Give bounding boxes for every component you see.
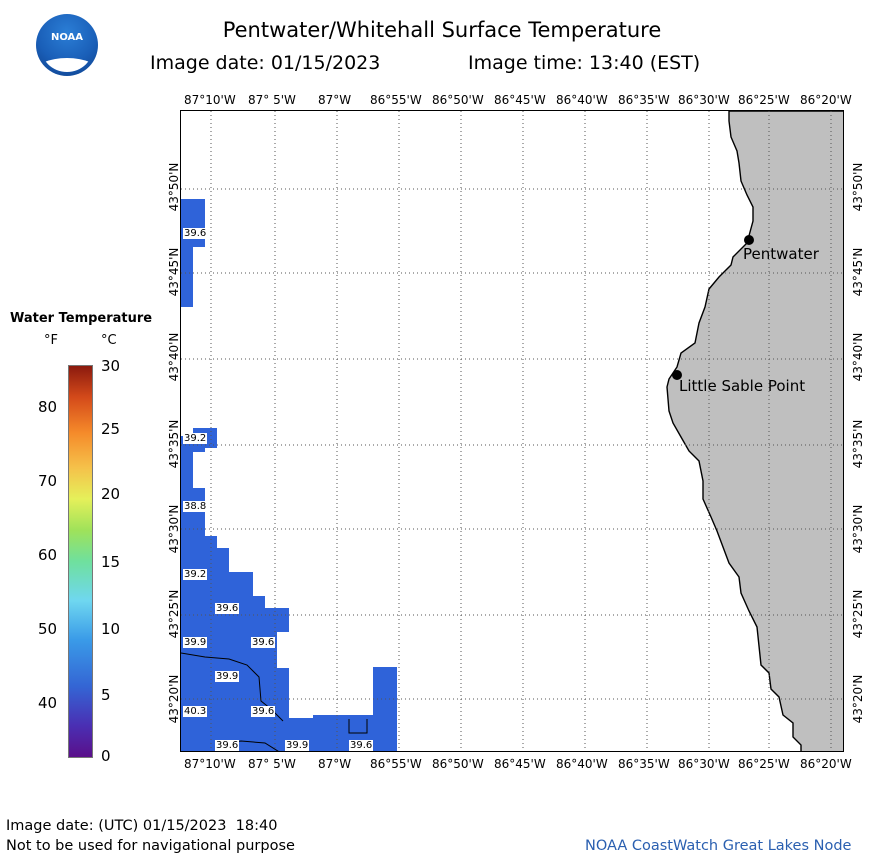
temp-label: 38.8: [183, 501, 208, 512]
temp-label: 39.6: [251, 637, 276, 648]
lat-label-left: 43°30'N: [167, 504, 181, 554]
lat-label-left: 43°25'N: [167, 589, 181, 639]
legend-c-tick: 30: [101, 357, 121, 375]
temp-label: 39.9: [285, 740, 310, 751]
graticule: [181, 111, 843, 751]
temp-label: 39.6: [215, 603, 240, 614]
legend-c-tick: 25: [101, 420, 121, 438]
little-sable-point-label: Little Sable Point: [679, 377, 806, 395]
lon-label-bottom: 86°40'W: [556, 757, 608, 771]
lat-label-right: 43°40'N: [851, 332, 865, 382]
lon-label-bottom: 87°10'W: [184, 757, 236, 771]
disclaimer: Not to be used for navigational purpose: [6, 838, 295, 854]
temp-label: 39.2: [183, 569, 208, 580]
legend-c-tick: 15: [101, 553, 121, 571]
temp-label: 39.2: [183, 433, 208, 444]
color-scale-bar: [68, 365, 93, 758]
lat-label-right: 43°25'N: [851, 589, 865, 639]
lon-label-bottom: 86°55'W: [370, 757, 422, 771]
legend-title: Water Temperature: [10, 311, 153, 326]
legend-f-tick: 50: [38, 620, 58, 638]
temp-label: 39.6: [349, 740, 374, 751]
map-canvas: [181, 111, 843, 751]
lat-label-right: 43°45'N: [851, 247, 865, 297]
lon-label-top: 86°55'W: [370, 93, 422, 107]
lon-label-bottom: 86°20'W: [800, 757, 852, 771]
map-title: Pentwater/Whitehall Surface Temperature: [222, 18, 662, 42]
lon-label-top: 86°30'W: [678, 93, 730, 107]
image-time: Image time: 13:40 (EST): [468, 52, 701, 74]
lat-label-right: 43°50'N: [851, 162, 865, 212]
pentwater-label: Pentwater: [743, 245, 819, 263]
legend-f-tick: 80: [38, 398, 58, 416]
lon-label-bottom: 87°W: [318, 757, 352, 771]
lon-label-top: 86°40'W: [556, 93, 608, 107]
lon-label-bottom: 86°45'W: [494, 757, 546, 771]
lon-label-top: 87°10'W: [184, 93, 236, 107]
legend-f-tick: 60: [38, 546, 58, 564]
noaa-logo-text: NOAA: [50, 32, 84, 43]
lon-label-top: 87° 5'W: [248, 93, 296, 107]
legend-c-tick: 5: [101, 686, 111, 704]
temp-label: 39.6: [251, 706, 276, 717]
legend-f-tick: 40: [38, 694, 58, 712]
lat-label-right: 43°30'N: [851, 504, 865, 554]
lat-label-left: 43°20'N: [167, 674, 181, 724]
lon-label-top: 87°W: [318, 93, 352, 107]
pentwater-marker: [744, 235, 754, 245]
lon-label-top: 86°45'W: [494, 93, 546, 107]
legend-unit-c: °C: [101, 333, 117, 348]
utc-image-date: Image date: (UTC) 01/15/2023 18:40: [6, 818, 278, 834]
lat-label-right: 43°20'N: [851, 674, 865, 724]
lon-label-bottom: 86°30'W: [678, 757, 730, 771]
lon-label-top: 86°20'W: [800, 93, 852, 107]
lon-label-bottom: 87° 5'W: [248, 757, 296, 771]
lat-label-left: 43°45'N: [167, 247, 181, 297]
lat-label-left: 43°35'N: [167, 419, 181, 469]
temp-label: 39.9: [183, 637, 208, 648]
legend-unit-f: °F: [44, 333, 58, 348]
temp-label: 40.3: [183, 706, 208, 717]
lat-label-right: 43°35'N: [851, 419, 865, 469]
lon-label-top: 86°35'W: [618, 93, 670, 107]
lon-label-top: 86°25'W: [738, 93, 790, 107]
legend-f-tick: 70: [38, 472, 58, 490]
lon-label-bottom: 86°35'W: [618, 757, 670, 771]
image-date: Image date: 01/15/2023: [150, 52, 381, 74]
temp-label: 39.9: [215, 671, 240, 682]
land-area: [666, 111, 843, 751]
legend-c-tick: 0: [101, 747, 111, 765]
map-panel: Pentwater Little Sable Point 39.6 39.2 3…: [180, 110, 844, 752]
legend-c-tick: 10: [101, 620, 121, 638]
noaa-logo-wave: [40, 58, 94, 72]
water-temp-pixels: [181, 199, 397, 751]
legend-c-tick: 20: [101, 485, 121, 503]
little-sable-point-marker: [672, 370, 682, 380]
temp-label: 39.6: [215, 740, 240, 751]
noaa-logo: NOAA: [36, 14, 98, 76]
lat-label-left: 43°40'N: [167, 332, 181, 382]
lon-label-bottom: 86°25'W: [738, 757, 790, 771]
lat-label-left: 43°50'N: [167, 162, 181, 212]
lon-label-top: 86°50'W: [432, 93, 484, 107]
lon-label-bottom: 86°50'W: [432, 757, 484, 771]
credit-link[interactable]: NOAA CoastWatch Great Lakes Node: [585, 838, 852, 854]
temp-label: 39.6: [183, 228, 208, 239]
